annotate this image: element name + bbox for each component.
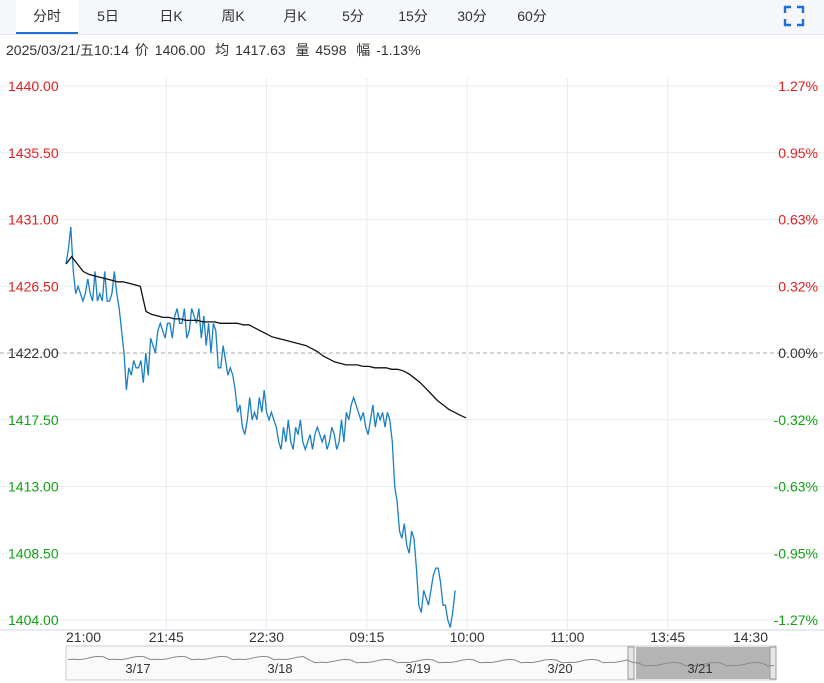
y-tick-label-right: 0.32%	[778, 278, 818, 294]
fullscreen-icon	[783, 5, 805, 27]
y-tick-label-left: 1404.00	[8, 612, 59, 628]
x-tick-label: 10:00	[450, 629, 485, 645]
y-tick-label-left: 1435.50	[8, 145, 59, 161]
change-value: -1.13%	[376, 42, 421, 58]
navigator-date-label: 3/21	[687, 661, 712, 676]
x-tick-label: 13:45	[650, 629, 685, 645]
tab-period-1[interactable]: 5日	[97, 8, 119, 24]
tab-period-6[interactable]: 15分	[398, 8, 428, 24]
volume-label: 量	[295, 42, 310, 58]
volume-value: 4598	[315, 42, 347, 58]
navigator-handle-left	[627, 646, 635, 680]
y-tick-label-right: -0.95%	[774, 545, 818, 561]
x-tick-label: 21:45	[149, 629, 184, 645]
average-label: 均	[215, 42, 230, 58]
quote-datetime: 2025/03/21/五10:14	[6, 42, 129, 58]
x-tick-label: 11:00	[550, 629, 584, 645]
y-tick-label-right: 0.95%	[778, 145, 818, 161]
y-tick-label-left: 1431.00	[8, 212, 59, 228]
average-value: 1417.63	[235, 42, 286, 58]
fullscreen-button[interactable]	[782, 4, 806, 28]
y-tick-label-left: 1408.50	[8, 545, 59, 561]
y-tick-label-left: 1422.00	[8, 345, 59, 361]
y-tick-label-right: 1.27%	[778, 78, 818, 94]
x-tick-label: 22:30	[249, 629, 284, 645]
tab-period-7[interactable]: 30分	[457, 8, 487, 24]
x-tick-label: 09:15	[349, 629, 384, 645]
navigator-trend-line	[67, 655, 775, 667]
period-tab-bar: 分时 5日 日K 周K 月K 5分 15分 30分 60分	[0, 0, 824, 35]
price-line	[65, 226, 456, 628]
y-tick-label-left: 1426.50	[8, 278, 59, 294]
navigator-selection	[636, 647, 770, 679]
tab-period-4[interactable]: 月K	[283, 8, 307, 24]
tab-period-2[interactable]: 日K	[159, 8, 183, 24]
y-tick-label-left: 1413.00	[8, 479, 59, 495]
navigator-date-label: 3/17	[125, 661, 150, 676]
y-tick-label-right: 0.63%	[778, 212, 818, 228]
navigator-date-label: 3/18	[267, 661, 292, 676]
tab-period-3[interactable]: 周K	[221, 8, 245, 24]
quote-info-bar: 2025/03/21/五10:14 价 1406.00 均 1417.63 量 …	[6, 40, 423, 60]
navigator-handle-right	[769, 646, 777, 680]
y-tick-label-left: 1417.50	[8, 412, 59, 428]
x-tick-label: 21:00	[66, 629, 101, 645]
y-tick-label-right: 0.00%	[778, 345, 818, 361]
tab-intraday[interactable]: 分时	[16, 0, 78, 34]
y-tick-label-right: -0.63%	[774, 479, 818, 495]
average-line	[65, 255, 467, 419]
x-tick-label: 14:30	[733, 629, 768, 645]
tab-period-8[interactable]: 60分	[517, 8, 547, 24]
y-tick-label-right: -0.32%	[774, 412, 818, 428]
y-tick-label-right: -1.27%	[774, 612, 818, 628]
y-tick-label-left: 1440.00	[8, 78, 59, 94]
tab-period-5[interactable]: 5分	[342, 8, 364, 24]
price-label: 价	[134, 42, 149, 58]
navigator-date-label: 3/20	[547, 661, 572, 676]
navigator-date-label: 3/19	[405, 661, 430, 676]
change-label: 幅	[356, 42, 371, 58]
price-value: 1406.00	[154, 42, 206, 58]
